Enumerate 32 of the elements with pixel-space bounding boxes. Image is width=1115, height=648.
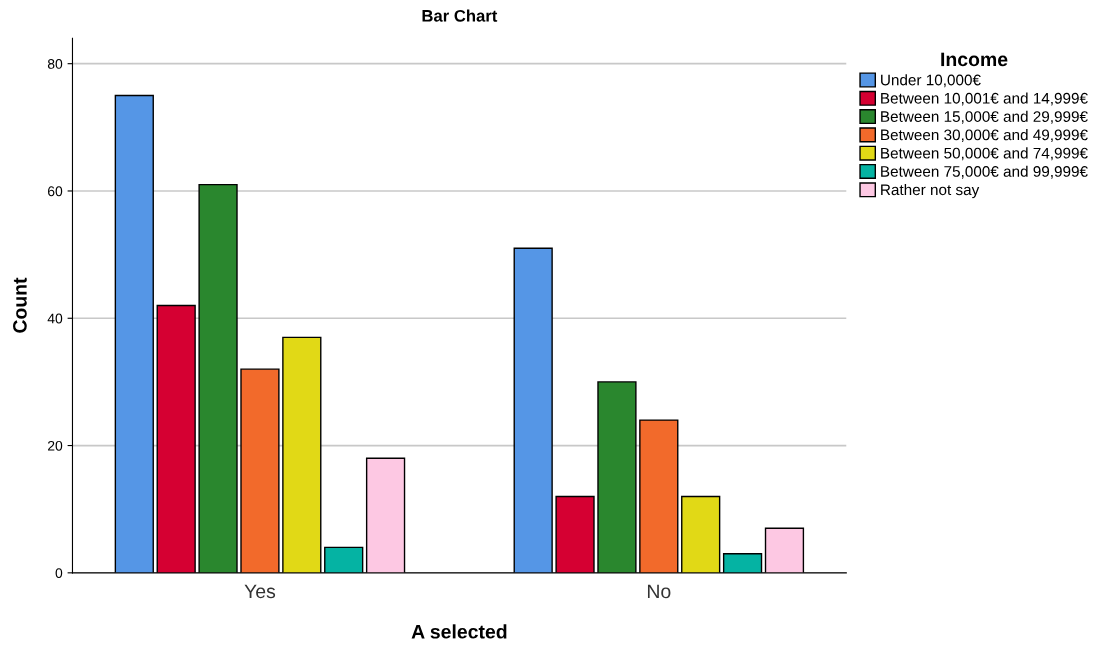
bar: [365, 457, 406, 573]
bar: [156, 304, 196, 573]
chart-title: Bar Chart: [422, 9, 498, 22]
legend-label: Between 50,000€ and 74,999€: [881, 147, 1088, 161]
legend-label: Rather not say: [881, 183, 980, 199]
x-tick-label: No: [647, 584, 671, 599]
legend-label: Between 15,000€ and 29,999€: [881, 110, 1088, 124]
bar: [513, 247, 553, 573]
legend-label: Between 10,001€ and 14,999€: [881, 92, 1088, 106]
legend-label: Between 30,000€ and 49,999€: [881, 129, 1088, 143]
bar: [639, 419, 679, 573]
legend-title: Income: [941, 52, 1008, 67]
y-axis-title: Count: [13, 277, 27, 333]
bar: [324, 546, 364, 573]
y-tick-label: 40: [47, 313, 63, 324]
y-tick-label: 60: [48, 186, 63, 197]
bar: [597, 381, 637, 573]
bar: [681, 495, 721, 573]
bar: [198, 183, 238, 573]
x-axis-title: A selected: [411, 624, 507, 639]
bar: [114, 94, 154, 573]
bar: [240, 368, 280, 573]
y-tick-label: 80: [47, 59, 63, 69]
bar: [764, 527, 805, 573]
y-tick-label: 20: [48, 440, 63, 451]
legend-label: Under 10,000€: [881, 74, 981, 88]
legend-label: Between 75,000€ and 99,999€: [881, 165, 1088, 179]
y-tick-label: 0: [55, 568, 63, 578]
bar: [722, 553, 763, 573]
bar: [282, 336, 322, 573]
bar: [555, 495, 595, 573]
x-tick-label: Yes: [244, 584, 276, 599]
